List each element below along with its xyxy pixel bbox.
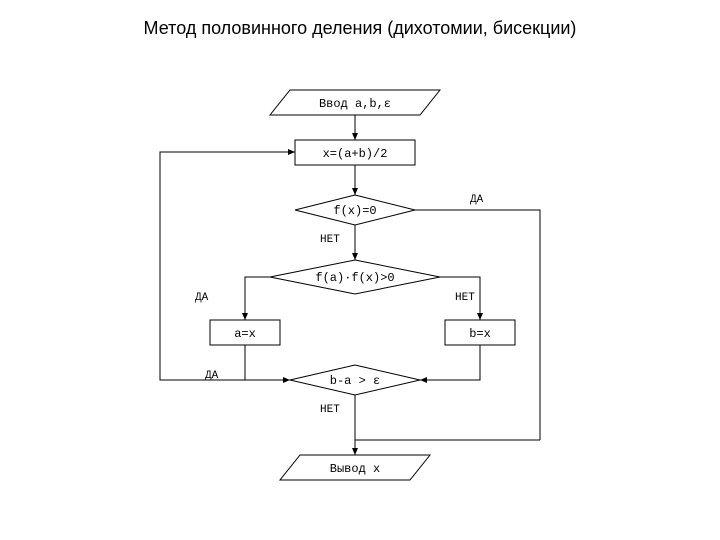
ax-text: a=x	[234, 327, 256, 341]
calc-node: x=(a+b)/2	[295, 140, 415, 165]
check-sign-text: f(a)·f(x)>0	[315, 271, 394, 285]
bx-node: b=x	[445, 320, 515, 345]
output-text: Вывод x	[330, 462, 380, 476]
check-eps-text: b-a > ε	[330, 374, 380, 388]
calc-text: x=(a+b)/2	[323, 147, 388, 161]
check-eps-node: b-a > ε	[290, 365, 420, 395]
no-label-1: НЕТ	[320, 234, 340, 246]
check-zero-node: f(x)=0	[295, 195, 415, 225]
yes-label-2: ДА	[195, 292, 209, 304]
output-node: Вывод x	[280, 455, 430, 480]
input-text: Ввод a,b,ε	[319, 97, 391, 111]
bx-text: b=x	[469, 327, 491, 341]
check-sign-node: f(a)·f(x)>0	[270, 260, 440, 294]
no-label-2: НЕТ	[455, 292, 475, 304]
flowchart: Ввод a,b,ε x=(a+b)/2 f(x)=0 ДА НЕТ f(a)·…	[0, 0, 720, 540]
yes-label-1: ДА	[470, 194, 484, 206]
input-node: Ввод a,b,ε	[270, 90, 440, 115]
check-zero-text: f(x)=0	[333, 204, 376, 218]
no-label-3: НЕТ	[320, 404, 340, 416]
ax-node: a=x	[210, 320, 280, 345]
